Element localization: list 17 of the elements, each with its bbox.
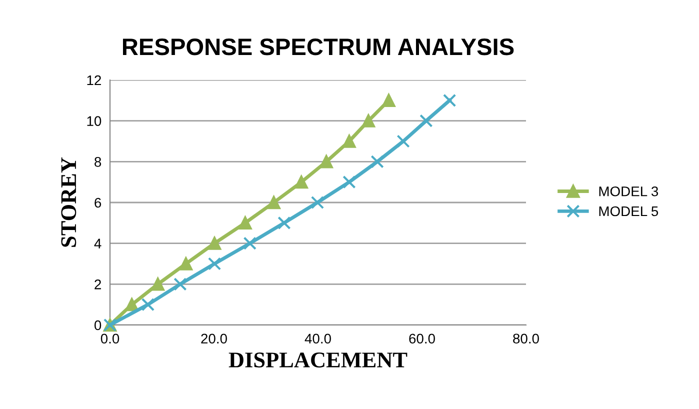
y-tick-label: 0: [94, 320, 102, 330]
legend-label: MODEL 5: [599, 206, 658, 216]
x-tick-label: 20.0: [201, 334, 227, 344]
legend-label: MODEL 3: [599, 186, 658, 196]
y-tick-label: 12: [87, 75, 101, 86]
x-tick-label: 80.0: [513, 334, 539, 344]
y-tick-label: 8: [94, 157, 102, 167]
chart-title: RESPONSE SPECTRUM ANALYSIS: [122, 38, 514, 56]
y-tick-label: 6: [94, 198, 102, 208]
y-tick-label: 2: [94, 280, 101, 290]
x-tick-label: 40.0: [304, 334, 331, 344]
y-axis-title: STOREY: [61, 157, 76, 247]
x-axis-title: DISPLACEMENT: [228, 352, 408, 368]
y-tick-label: 4: [94, 238, 102, 248]
y-tick-label: 10: [87, 116, 102, 126]
x-tick-label: 60.0: [409, 334, 435, 344]
x-tick-label: 0.0: [100, 334, 120, 344]
